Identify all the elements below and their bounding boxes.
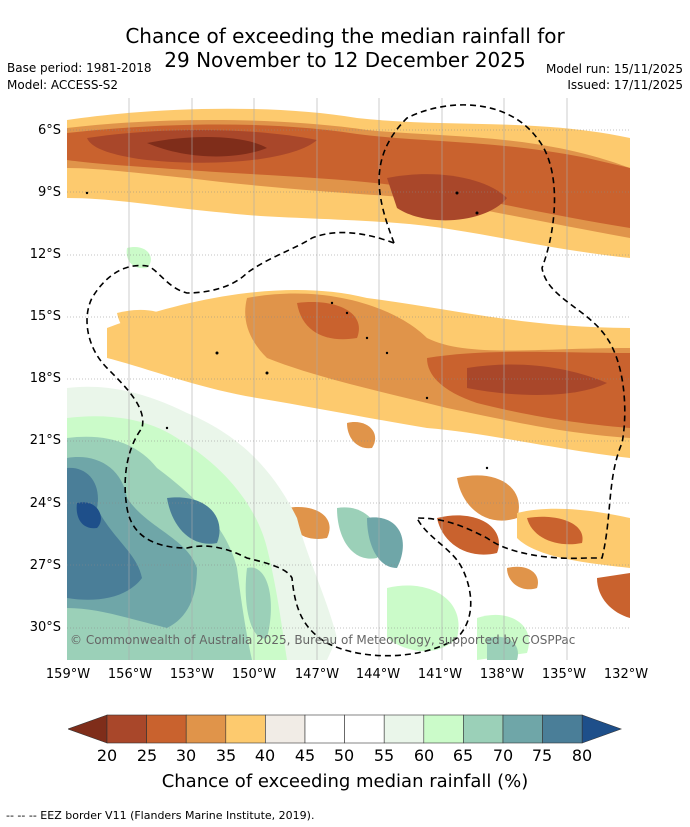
colorbar-title: Chance of exceeding median rainfall (%) bbox=[161, 771, 529, 792]
rainfall-probability-map: © Commonwealth of Australia 2025, Bureau… bbox=[67, 98, 630, 660]
lat-label-24s: 24°S bbox=[29, 496, 61, 511]
lat-label-15s: 15°S bbox=[29, 309, 61, 324]
map-title-line2: 29 November to 12 December 2025 bbox=[164, 48, 526, 72]
colorbar-cell bbox=[344, 714, 385, 744]
colorbar-tick-80: 80 bbox=[571, 746, 593, 765]
map-title-line1: Chance of exceeding the median rainfall … bbox=[125, 24, 565, 48]
colorbar-cell bbox=[265, 714, 306, 744]
colorbar-tick-70: 70 bbox=[492, 746, 514, 765]
colorbar-cell bbox=[185, 714, 227, 744]
colorbar-cell bbox=[502, 714, 543, 744]
issued-date: Issued: 17/11/2025 bbox=[567, 78, 683, 92]
model-run: Model run: 15/11/2025 bbox=[545, 62, 683, 76]
colorbar-tick-60: 60 bbox=[413, 746, 435, 765]
colorbar-tick-20: 20 bbox=[96, 746, 118, 765]
lon-label-138w: 138°W bbox=[479, 667, 525, 682]
dry-belt-central bbox=[107, 289, 630, 458]
colorbar-tick-35: 35 bbox=[215, 746, 237, 765]
colorbar-tick-75: 75 bbox=[531, 746, 553, 765]
lat-label-30s: 30°S bbox=[29, 620, 61, 635]
dry-belt-north bbox=[67, 108, 630, 258]
lat-label-18s: 18°S bbox=[29, 371, 61, 386]
lon-label-141w: 141°W bbox=[417, 667, 463, 682]
colorbar-tick-55: 55 bbox=[373, 746, 395, 765]
lon-label-147w: 147°W bbox=[294, 667, 340, 682]
colorbar-tick-65: 65 bbox=[452, 746, 474, 765]
lon-label-156w: 156°W bbox=[107, 667, 153, 682]
model-name: Model: ACCESS-S2 bbox=[7, 78, 119, 92]
base-period: Base period: 1981-2018 bbox=[7, 61, 152, 75]
lat-label-6s: 6°S bbox=[37, 123, 61, 138]
colorbar-arrow-low bbox=[68, 714, 108, 744]
colorbar-tick-25: 25 bbox=[136, 746, 158, 765]
colorbar-tick-50: 50 bbox=[333, 746, 355, 765]
lon-label-159w: 159°W bbox=[45, 667, 91, 682]
colorbar-tick-40: 40 bbox=[254, 746, 276, 765]
wet-region-southwest bbox=[67, 247, 529, 660]
colorbar bbox=[68, 714, 622, 744]
lon-label-153w: 153°W bbox=[169, 667, 215, 682]
colorbar-cell bbox=[106, 714, 147, 744]
colorbar-cell bbox=[542, 714, 583, 744]
colorbar-cell bbox=[146, 714, 187, 744]
colorbar-tick-45: 45 bbox=[294, 746, 316, 765]
lat-label-21s: 21°S bbox=[29, 433, 61, 448]
colorbar-cell bbox=[225, 714, 266, 744]
colorbar-tick-30: 30 bbox=[175, 746, 197, 765]
copyright-notice: © Commonwealth of Australia 2025, Bureau… bbox=[70, 633, 575, 647]
lon-label-150w: 150°W bbox=[231, 667, 277, 682]
dry-patches-south bbox=[287, 422, 630, 618]
colorbar-arrow-high bbox=[581, 714, 622, 744]
colorbar-cell bbox=[463, 714, 504, 744]
colorbar-cell bbox=[304, 714, 345, 744]
colorbar-cell bbox=[383, 714, 425, 744]
eez-border bbox=[86, 104, 626, 657]
colorbar-cell bbox=[423, 714, 464, 744]
lat-label-12s: 12°S bbox=[29, 247, 61, 262]
lon-label-144w: 144°W bbox=[355, 667, 401, 682]
lon-label-132w: 132°W bbox=[603, 667, 649, 682]
lat-label-9s: 9°S bbox=[37, 185, 61, 200]
lon-label-135w: 135°W bbox=[541, 667, 587, 682]
lat-label-27s: 27°S bbox=[29, 558, 61, 573]
island-markers bbox=[85, 191, 489, 470]
eez-footnote: -- -- -- EEZ border V11 (Flanders Marine… bbox=[6, 809, 315, 822]
map-gridlines bbox=[67, 129, 630, 629]
